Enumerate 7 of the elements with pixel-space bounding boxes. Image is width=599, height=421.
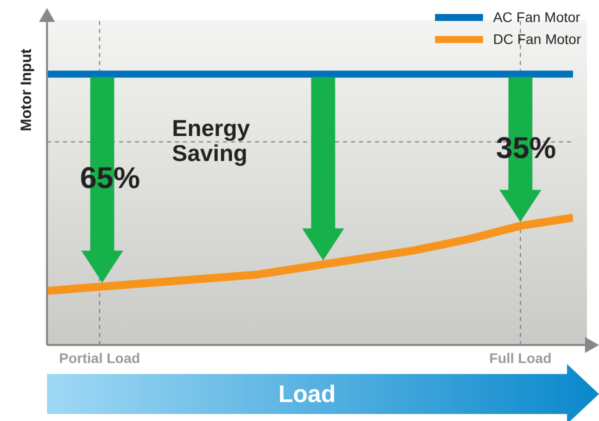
x-tick-label: Portial Load: [59, 350, 140, 366]
legend-label: DC Fan Motor: [493, 31, 581, 47]
y-axis-title: Motor Input: [18, 48, 35, 132]
x-tick-label: Full Load: [489, 350, 552, 366]
x-axis-title: Load: [278, 381, 336, 408]
annotation: Energy Saving: [172, 115, 251, 166]
legend-label: AC Fan Motor: [493, 9, 580, 25]
